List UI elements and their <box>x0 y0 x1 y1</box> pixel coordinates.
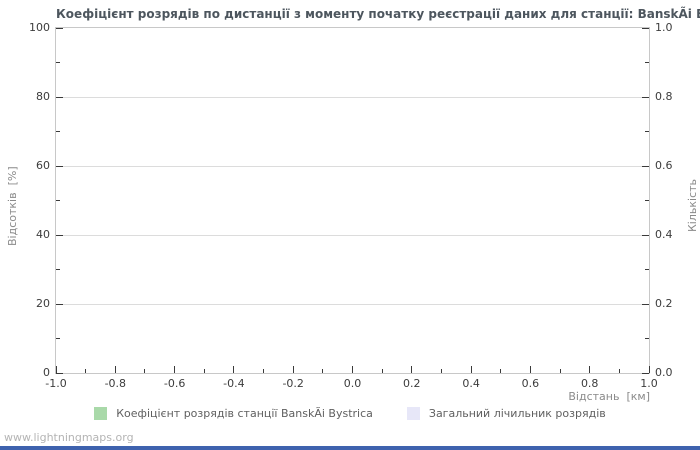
y-left-minor-tick <box>56 131 60 132</box>
y-right-major-tick <box>642 96 649 98</box>
y-left-minor-tick <box>56 338 60 339</box>
y-right-major-tick <box>642 372 649 374</box>
y-left-tick-label: 60 <box>36 159 50 172</box>
grid-line <box>56 96 649 98</box>
y-left-major-tick <box>56 372 63 374</box>
x-tick-label: 0.0 <box>343 377 362 390</box>
x-tick-label: -0.4 <box>223 377 245 390</box>
y-left-major-tick <box>56 165 63 167</box>
y-right-major-tick <box>642 165 649 167</box>
x-tick-label: 0.8 <box>580 377 599 390</box>
x-tick-label: -0.6 <box>163 377 186 390</box>
y-axis-left-title: Відсотків [%] <box>6 166 19 246</box>
x-tick-label: -0.2 <box>282 377 304 390</box>
x-minor-tick <box>618 369 620 373</box>
chart-title: Коефіцієнт розрядів по дистанції з момен… <box>56 7 700 21</box>
y-left-major-tick <box>56 27 63 29</box>
x-minor-tick <box>85 369 87 373</box>
x-minor-tick <box>381 369 383 373</box>
legend-swatch-total-counter <box>406 407 420 420</box>
legend: Коефіцієнт розрядів станції BanskÃi Byst… <box>0 407 700 420</box>
y-right-minor-tick <box>645 269 649 270</box>
x-tick-label: 0.2 <box>403 377 421 390</box>
y-right-minor-tick <box>645 338 649 339</box>
y-right-tick-label: 0.8 <box>655 90 673 103</box>
legend-item-station-coefficient: Коефіцієнт розрядів станції BanskÃi Byst… <box>94 407 373 420</box>
y-axis-right-title: Кількість <box>686 178 699 232</box>
y-right-tick-label: 1.0 <box>655 21 673 34</box>
y-right-tick-label: 0.2 <box>655 297 673 310</box>
x-major-tick <box>55 366 57 373</box>
x-minor-tick <box>144 369 146 373</box>
x-major-tick <box>352 366 353 373</box>
watermark-text: www.lightningmaps.org <box>4 431 134 444</box>
y-left-tick-label: 0 <box>43 366 50 379</box>
y-right-minor-tick <box>645 131 649 132</box>
x-major-tick <box>589 366 591 373</box>
x-tick-label: -0.8 <box>104 377 127 390</box>
grid-line <box>56 234 649 236</box>
y-left-major-tick <box>56 303 63 305</box>
y-right-major-tick <box>642 234 649 236</box>
y-left-minor-tick <box>56 269 60 270</box>
x-minor-tick <box>559 369 561 373</box>
y-right-minor-tick <box>645 62 649 63</box>
footer-bar <box>0 446 700 450</box>
y-left-tick-label: 40 <box>36 228 50 241</box>
plot-area <box>55 27 650 374</box>
legend-swatch-station-coefficient <box>94 407 108 420</box>
y-left-tick-label: 20 <box>36 297 50 310</box>
legend-label: Коефіцієнт розрядів станції BanskÃi Byst… <box>116 407 373 420</box>
x-tick-label: 0.6 <box>521 377 540 390</box>
x-major-tick <box>114 366 116 373</box>
y-left-minor-tick <box>56 62 60 63</box>
legend-item-total-counter: Загальний лічильник розрядів <box>406 407 606 420</box>
x-major-tick <box>292 366 294 373</box>
y-right-major-tick <box>642 27 649 29</box>
x-tick-label: -1.0 <box>45 377 67 390</box>
x-axis-title: Відстань [км] <box>568 390 650 403</box>
x-major-tick <box>529 366 531 373</box>
y-left-major-tick <box>56 96 63 98</box>
y-left-minor-tick <box>56 200 60 201</box>
x-minor-tick <box>263 369 265 373</box>
y-left-tick-label: 100 <box>29 21 50 34</box>
y-left-major-tick <box>56 234 63 236</box>
x-minor-tick <box>500 369 502 373</box>
x-major-tick <box>233 366 235 373</box>
y-right-major-tick <box>642 303 649 305</box>
x-major-tick <box>411 366 413 373</box>
x-major-tick <box>174 366 176 373</box>
y-right-tick-label: 0.4 <box>655 228 673 241</box>
x-minor-tick <box>440 369 442 373</box>
x-minor-tick <box>322 369 324 373</box>
grid-line <box>56 303 649 305</box>
y-right-tick-label: 0.6 <box>655 159 673 172</box>
x-tick-label: 0.4 <box>462 377 480 390</box>
x-major-tick <box>648 366 650 373</box>
legend-label: Загальний лічильник розрядів <box>428 407 606 420</box>
x-minor-tick <box>203 369 205 373</box>
y-left-tick-label: 80 <box>36 90 50 103</box>
grid-line <box>56 165 649 167</box>
x-tick-label: 1.0 <box>640 377 658 390</box>
y-right-minor-tick <box>645 200 649 201</box>
y-right-tick-label: 0.0 <box>655 366 673 379</box>
x-major-tick <box>470 366 472 373</box>
